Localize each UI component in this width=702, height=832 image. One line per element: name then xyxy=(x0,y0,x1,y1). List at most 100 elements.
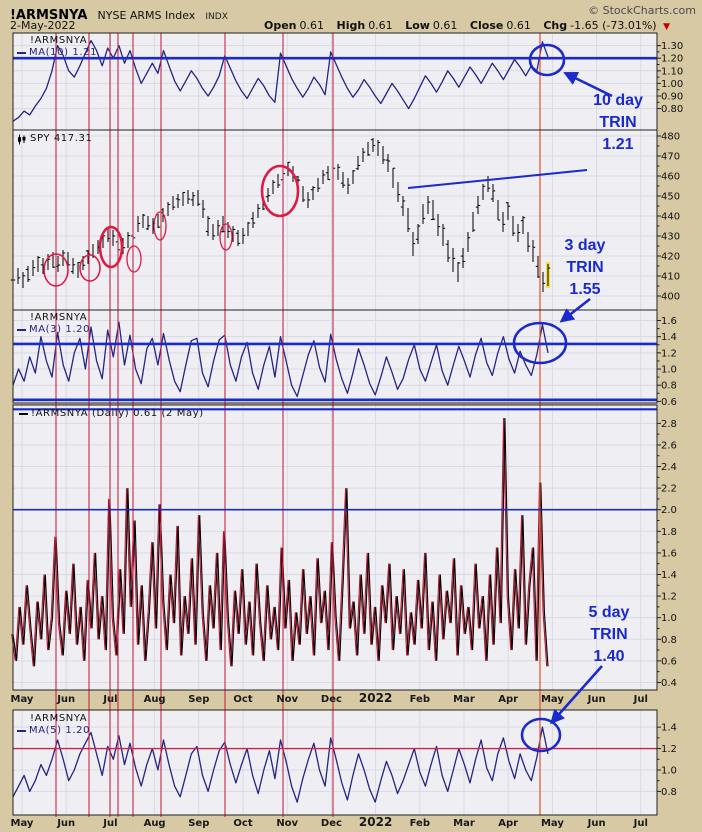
svg-text:0.6: 0.6 xyxy=(661,656,677,667)
svg-text:May: May xyxy=(541,694,564,705)
trin3-legend-symbol: !ARMSNYA xyxy=(30,312,88,323)
daily-line-swatch xyxy=(19,413,28,415)
svg-text:1.30: 1.30 xyxy=(661,41,683,52)
trin10-series xyxy=(12,39,549,122)
svg-text:1.2: 1.2 xyxy=(661,744,677,755)
chg-down-triangle-icon: ▼ xyxy=(663,22,670,32)
svg-text:Apr: Apr xyxy=(498,818,518,829)
blue-circle-annotations xyxy=(512,43,568,753)
month-axis-row-2: May Jun Jul Aug Sep Oct Nov Dec 2022 Feb Mar Apr May… xyxy=(11,815,648,829)
svg-text:1.4: 1.4 xyxy=(661,723,677,734)
open-label: Open xyxy=(263,19,297,32)
annotation-5day-trin: 5 day TRIN 1.40 xyxy=(588,604,630,665)
svg-text:May: May xyxy=(541,818,564,829)
trin5-panel-bg xyxy=(13,710,657,815)
svg-text:Oct: Oct xyxy=(233,694,252,705)
svg-text:Jul: Jul xyxy=(633,818,648,829)
svg-text:2.0: 2.0 xyxy=(661,505,677,516)
ma-line-swatch xyxy=(17,730,26,732)
candlestick-icon xyxy=(18,134,26,144)
svg-text:1.20: 1.20 xyxy=(661,54,683,65)
low-label: Low xyxy=(405,19,430,32)
svg-text:Feb: Feb xyxy=(410,818,430,829)
daily-panel-bg xyxy=(13,405,657,690)
svg-text:Feb: Feb xyxy=(410,694,430,705)
svg-text:400: 400 xyxy=(661,292,680,303)
svg-text:1.6: 1.6 xyxy=(661,316,677,327)
spy-trendline xyxy=(407,169,588,189)
svg-text:Jul: Jul xyxy=(633,694,648,705)
svg-text:420: 420 xyxy=(661,252,680,263)
trin10-legend: !ARMSNYA MA(10) 1.21 xyxy=(17,35,97,59)
svg-text:0.90: 0.90 xyxy=(661,91,683,102)
svg-text:1.0: 1.0 xyxy=(661,365,677,376)
ma-line-swatch xyxy=(17,52,26,54)
trin3-series xyxy=(12,321,549,398)
svg-text:Mar: Mar xyxy=(453,694,475,705)
svg-text:1.10: 1.10 xyxy=(661,66,683,77)
annotation-3day-trin: 3 day TRIN 1.55 xyxy=(564,237,606,298)
svg-text:2.6: 2.6 xyxy=(661,440,677,451)
svg-text:2022: 2022 xyxy=(359,691,392,705)
copyright-label: © StockCharts.com xyxy=(588,4,696,17)
svg-text:0.8: 0.8 xyxy=(661,381,677,392)
exchange-label: INDX xyxy=(205,12,228,22)
symbol-ticker: !ARMSNYA xyxy=(10,8,88,23)
chart-header: !ARMSNYA NYSE ARMS Index INDX © StockCha… xyxy=(10,4,696,23)
svg-text:Nov: Nov xyxy=(276,818,298,829)
low-value: 0.61 xyxy=(432,19,458,32)
svg-text:470: 470 xyxy=(661,152,680,163)
svg-text:2022: 2022 xyxy=(359,815,392,829)
svg-text:1.2: 1.2 xyxy=(661,348,677,359)
trin3-legend: !ARMSNYA MA(3) 1.20 xyxy=(17,312,90,336)
svg-text:Sep: Sep xyxy=(188,694,209,705)
high-value: 0.61 xyxy=(368,19,393,32)
svg-text:Jun: Jun xyxy=(56,694,75,705)
svg-text:1.8: 1.8 xyxy=(661,527,677,538)
spy-red-circle-annotations xyxy=(43,164,300,287)
daily-legend: !ARMSNYA (Daily) 0.61 (2 May) xyxy=(19,408,204,420)
svg-text:2.2: 2.2 xyxy=(661,484,677,495)
chg-label: Chg xyxy=(543,19,568,32)
svg-text:Aug: Aug xyxy=(144,818,166,829)
svg-text:Jun: Jun xyxy=(587,818,606,829)
trin5-legend-ma: MA(5) 1.20 xyxy=(29,725,91,736)
daily-series xyxy=(11,417,549,667)
svg-text:Dec: Dec xyxy=(321,694,342,705)
daily-legend-text: !ARMSNYA (Daily) 0.61 (2 May) xyxy=(31,408,204,419)
blue-arrow-annotations xyxy=(550,71,613,725)
chg-value: -1.65 (-73.01%) xyxy=(570,19,657,32)
svg-text:450: 450 xyxy=(661,192,680,203)
quote-row: 2-May-2022 Open 0.61 High 0.61 Low 0.61 Clo… xyxy=(10,19,670,32)
svg-text:460: 460 xyxy=(661,172,680,183)
event-date-lines xyxy=(55,33,334,817)
high-label: High xyxy=(336,19,366,32)
spy-legend-text: SPY 417.31 xyxy=(30,133,93,144)
svg-text:Jul: Jul xyxy=(102,818,117,829)
annotation-10day-trin: 10 day TRIN 1.21 xyxy=(593,92,643,153)
svg-text:1.2: 1.2 xyxy=(661,592,677,603)
svg-text:May: May xyxy=(11,818,34,829)
svg-text:1.0: 1.0 xyxy=(661,613,677,624)
svg-text:430: 430 xyxy=(661,232,680,243)
svg-text:1.6: 1.6 xyxy=(661,548,677,559)
trin5-frame: 1.4 1.2 1.0 0.8 xyxy=(12,709,677,816)
svg-text:Apr: Apr xyxy=(498,694,518,705)
svg-text:1.4: 1.4 xyxy=(661,332,677,343)
svg-text:2.4: 2.4 xyxy=(661,462,677,473)
svg-text:1.0: 1.0 xyxy=(661,766,677,777)
trin3-legend-ma: MA(3) 1.20 xyxy=(29,324,91,335)
close-label: Close xyxy=(469,19,504,32)
svg-text:0.8: 0.8 xyxy=(661,787,677,798)
svg-text:0.80: 0.80 xyxy=(661,104,683,115)
trin3-frame: 1.6 1.4 1.2 1.0 0.8 0.6 xyxy=(12,309,677,408)
daily-frame: 2.8 2.6 2.4 2.2 2.0 1.8 1.6 1.4 1.2 1.0 0.8 0.6 0.4 xyxy=(12,404,677,691)
close-value: 0.61 xyxy=(506,19,531,32)
svg-text:Aug: Aug xyxy=(144,694,166,705)
trin5-legend-symbol: !ARMSNYA xyxy=(30,713,88,724)
svg-text:2.8: 2.8 xyxy=(661,419,677,430)
svg-text:1.00: 1.00 xyxy=(661,79,683,90)
ohlc-quote: Open 0.61 High 0.61 Low 0.61 Close 0.61 Chg -… xyxy=(255,19,670,32)
svg-text:Jun: Jun xyxy=(56,818,75,829)
